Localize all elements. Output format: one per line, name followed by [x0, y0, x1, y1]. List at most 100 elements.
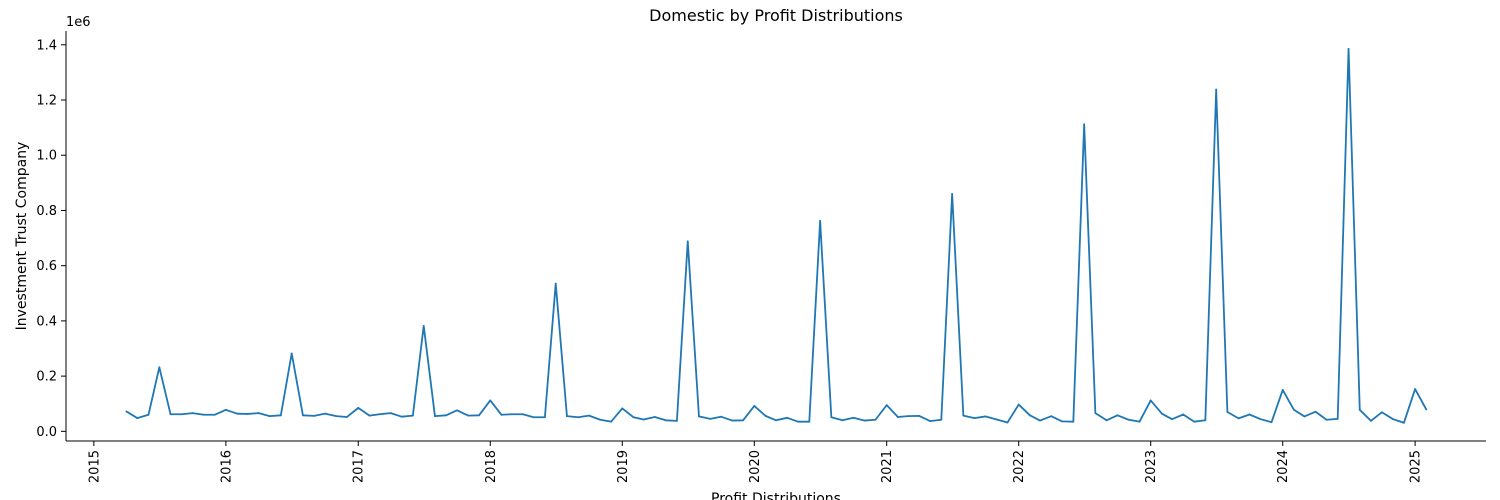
- x-tick-label: 2020: [748, 450, 763, 483]
- data-point: [434, 415, 436, 418]
- data-point: [422, 324, 425, 327]
- data-point: [951, 193, 954, 195]
- data-point: [731, 419, 734, 422]
- data-point: [1392, 418, 1394, 421]
- data-point: [1182, 413, 1185, 416]
- data-point: [599, 418, 602, 421]
- data-point: [686, 240, 689, 243]
- data-point: [984, 415, 987, 418]
- data-point: [313, 414, 316, 417]
- data-point: [1029, 414, 1031, 417]
- data-point: [753, 405, 756, 407]
- data-point: [1237, 417, 1240, 420]
- data-point: [500, 413, 503, 416]
- data-point: [1050, 415, 1053, 418]
- data-point: [290, 352, 293, 355]
- y-axis-title: Investment Trust Company: [14, 142, 30, 331]
- data-point: [147, 413, 150, 416]
- data-point: [1039, 419, 1041, 422]
- data-point: [213, 413, 216, 416]
- x-tick-label: 2015: [87, 450, 102, 483]
- data-point: [1127, 418, 1130, 421]
- data-point: [1226, 411, 1229, 413]
- y-tick-label: 1.0: [36, 149, 57, 164]
- data-point: [1204, 419, 1207, 422]
- data-point: [257, 412, 260, 415]
- data-point: [346, 416, 348, 418]
- y-tick-label: 0.2: [36, 370, 57, 385]
- data-point: [1105, 419, 1108, 422]
- x-tick-label: 2016: [219, 450, 234, 483]
- data-point: [973, 417, 976, 419]
- data-point: [335, 415, 338, 418]
- data-point: [632, 416, 635, 419]
- data-point: [1193, 420, 1196, 423]
- data-point: [180, 413, 183, 416]
- data-point: [236, 412, 238, 415]
- data-point: [400, 415, 403, 418]
- data-point: [566, 415, 568, 418]
- x-tick-label: 2024: [1276, 450, 1291, 483]
- data-point: [521, 413, 524, 416]
- y-axis-ticks: 0.0 0.2 0.4 0.6 0.8 1.0 1.2 1.4: [36, 38, 66, 440]
- data-point: [621, 407, 624, 410]
- y-axis-offset-label: 1e6: [66, 15, 91, 30]
- data-point: [467, 414, 470, 417]
- data-point: [489, 399, 492, 402]
- data-point: [907, 415, 909, 418]
- data-point: [389, 412, 392, 415]
- y-tick-label: 1.4: [36, 38, 57, 53]
- data-point: [962, 414, 965, 417]
- data-point: [874, 418, 877, 421]
- data-point: [368, 414, 371, 417]
- data-point: [610, 420, 612, 423]
- data-point: [191, 412, 194, 415]
- data-point: [830, 416, 833, 419]
- data-point: [1006, 421, 1009, 424]
- data-point: [819, 220, 822, 222]
- data-point: [1061, 420, 1063, 423]
- data-point: [709, 418, 712, 420]
- data-point: [1171, 418, 1173, 421]
- x-tick-label: 2018: [484, 450, 499, 483]
- y-tick-label: 0.8: [36, 204, 57, 219]
- data-point: [918, 414, 921, 417]
- data-point: [357, 406, 360, 409]
- data-point: [1215, 88, 1218, 91]
- data-point: [742, 419, 744, 422]
- data-point: [698, 415, 700, 418]
- data-point: [995, 418, 998, 421]
- data-point: [676, 419, 678, 422]
- x-tick-label: 2022: [1012, 450, 1027, 483]
- data-point: [664, 419, 667, 422]
- x-tick-label: 2021: [880, 450, 895, 483]
- series-line: [125, 48, 1428, 424]
- data-point: [1161, 412, 1163, 415]
- data-point: [445, 414, 448, 417]
- data-point: [852, 416, 855, 419]
- data-point: [841, 419, 844, 422]
- data-point: [808, 420, 811, 423]
- data-point: [169, 413, 172, 416]
- data-point: [554, 282, 557, 285]
- data-point: [1403, 421, 1405, 424]
- data-point: [588, 414, 590, 417]
- y-tick-label: 0.0: [36, 425, 57, 440]
- data-point: [158, 366, 161, 369]
- data-point: [1314, 410, 1317, 413]
- data-point: [1347, 48, 1350, 50]
- data-point: [456, 409, 458, 412]
- data-point: [1425, 408, 1428, 411]
- chart-title: Domestic by Profit Distributions: [649, 6, 903, 25]
- data-point: [1072, 420, 1075, 423]
- data-point: [885, 404, 888, 407]
- data-point: [1358, 408, 1361, 411]
- data-point: [764, 414, 767, 417]
- data-point: [1293, 408, 1295, 411]
- data-point: [653, 416, 656, 418]
- data-point: [1270, 421, 1273, 424]
- x-tick-label: 2023: [1144, 450, 1159, 483]
- x-axis-title: Profit Distributions: [711, 491, 841, 500]
- data-point: [940, 418, 943, 421]
